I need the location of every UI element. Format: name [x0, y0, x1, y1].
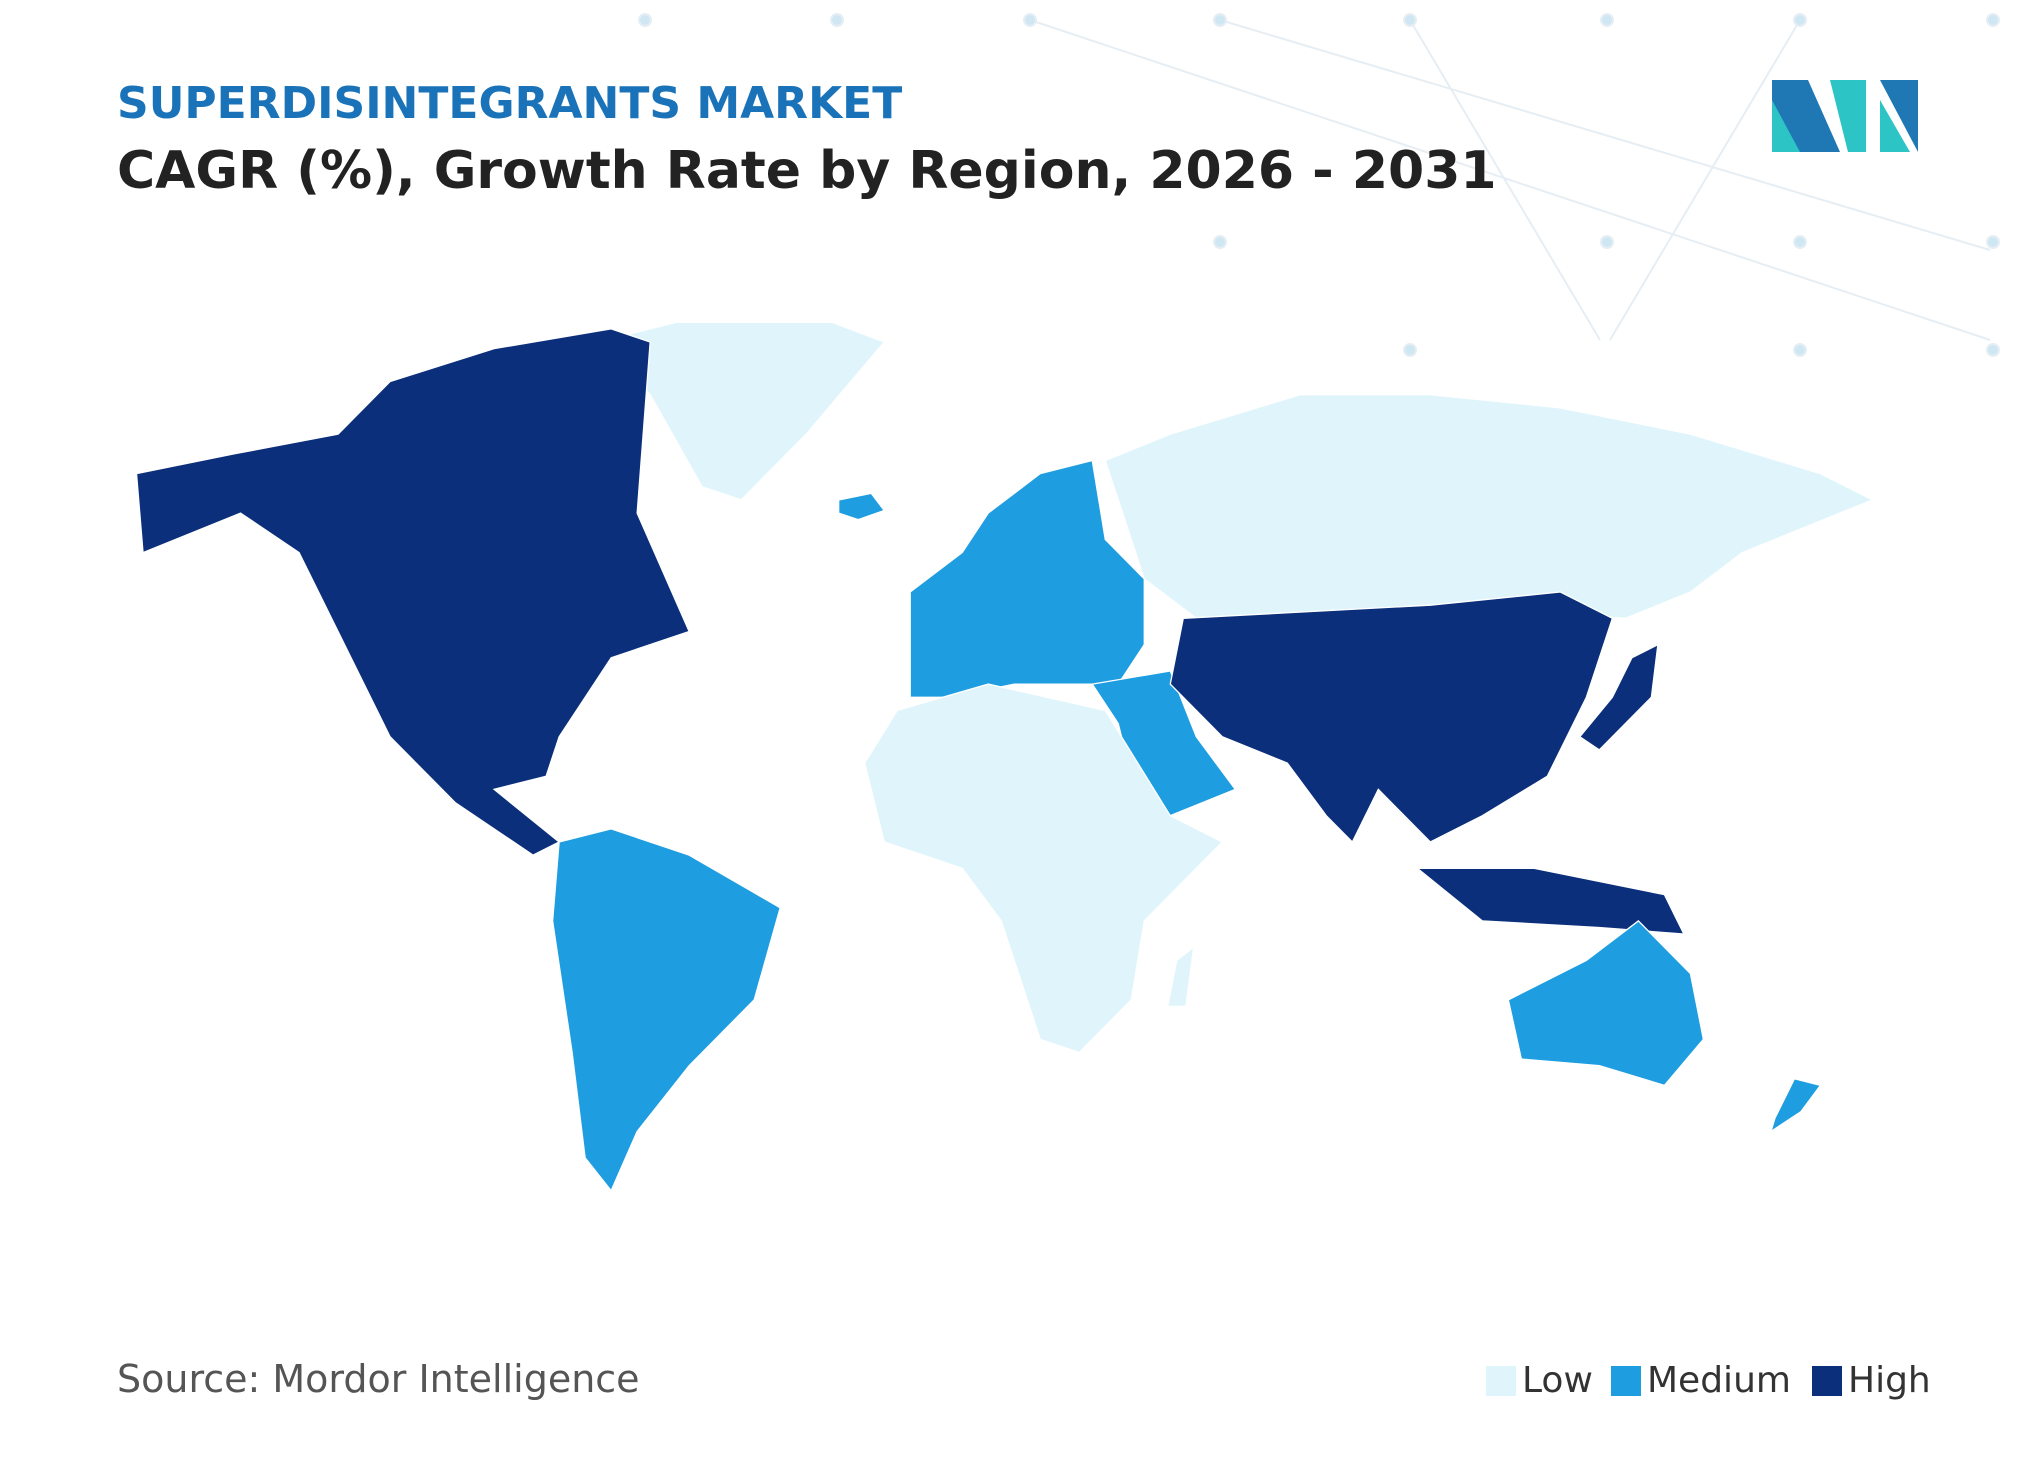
background-pattern	[638, 13, 2000, 357]
legend-label: Low	[1522, 1360, 1593, 1401]
title: SUPERDISINTEGRANTS MARKET	[117, 78, 902, 129]
source: Source: Mordor Intelligence	[117, 1357, 640, 1401]
region	[838, 492, 886, 521]
legend: Low Medium High	[1486, 1360, 1931, 1401]
region	[1769, 1078, 1822, 1133]
subtitle: CAGR (%), Growth Rate by Region, 2026 - …	[117, 141, 1497, 201]
region	[864, 683, 1224, 1054]
region	[1415, 867, 1685, 935]
legend-swatch	[1611, 1366, 1641, 1396]
region	[909, 459, 1145, 698]
region	[135, 328, 691, 856]
region	[1578, 643, 1659, 751]
legend-swatch	[1812, 1366, 1842, 1396]
region	[1507, 920, 1705, 1087]
region	[1104, 394, 1875, 620]
region	[1169, 591, 1614, 844]
region	[551, 828, 781, 1192]
legend-label: Medium	[1647, 1360, 1791, 1401]
region	[1166, 945, 1195, 1008]
region	[596, 321, 886, 501]
world-map	[135, 321, 1875, 1192]
legend-swatch	[1486, 1366, 1516, 1396]
legend-label: High	[1848, 1360, 1931, 1401]
logo	[1772, 80, 1918, 152]
